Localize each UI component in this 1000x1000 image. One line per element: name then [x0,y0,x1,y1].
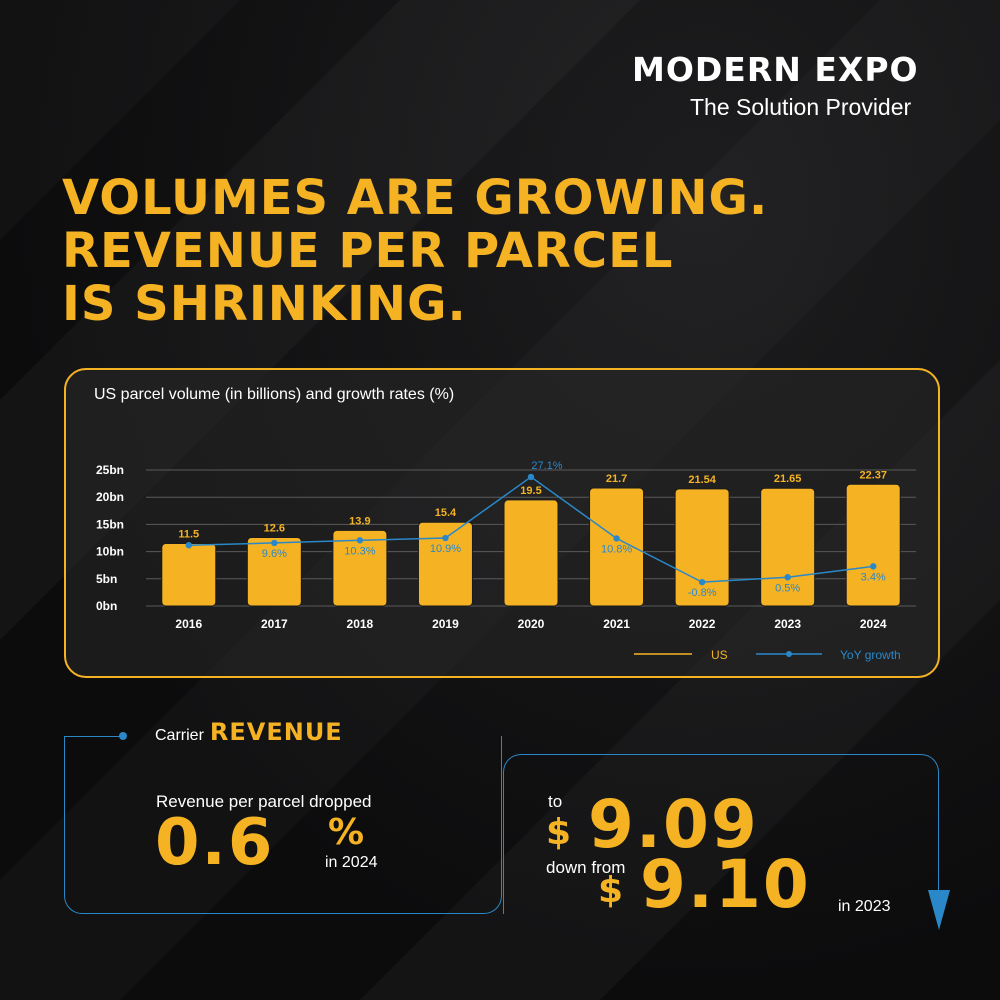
bar [845,483,901,607]
bar-value-label: 12.6 [264,522,285,534]
headline-line-2: REVENUE PER PARCEL [62,223,674,279]
x-tick-label: 2024 [860,617,887,631]
y-tick-label: 20bn [96,490,124,504]
currency-sign-previous: $ [598,870,624,911]
legend-marker-growth [786,651,792,657]
bar-value-label: 19.5 [520,485,541,497]
bar-value-label: 21.7 [606,473,627,485]
y-tick-label: 0bn [96,599,117,613]
y-tick-label: 5bn [96,572,117,586]
to-label: to [548,792,563,811]
percent-sign: % [328,812,365,853]
growth-value-label: 9.6% [262,548,287,560]
x-tick-label: 2018 [347,617,374,631]
bar-value-label: 21.65 [774,473,802,485]
bar-value-label: 22.37 [859,469,887,481]
revenue-label: REVENUE [209,718,343,746]
legend-label-us: US [711,648,728,662]
right-frame [503,754,939,914]
legend-label-growth: YoY growth [840,648,901,662]
bar-value-label: 11.5 [178,528,199,540]
bar-value-label: 15.4 [435,507,457,519]
growth-point [442,534,449,542]
growth-value-label: 10.9% [430,543,461,555]
y-tick-label: 10bn [96,545,124,559]
down-from-label: down from [546,858,626,877]
dropped-label: Revenue per parcel dropped [156,792,372,811]
headline-line-3: IS SHRINKING. [62,276,467,332]
left-frame-top [64,736,122,737]
x-tick-label: 2023 [774,617,801,631]
growth-point [784,574,791,581]
x-tick-label: 2017 [261,617,288,631]
x-tick-label: 2020 [518,617,545,631]
growth-point [356,537,364,544]
left-frame [64,736,502,914]
growth-value-label: 0.5% [775,582,800,594]
bar [503,499,559,607]
currency-sign-current: $ [546,812,572,853]
bar [246,536,302,607]
growth-value-label: 3.4% [861,571,886,583]
growth-value-label: 27.1% [531,460,562,472]
growth-value-label: -0.8% [688,587,717,599]
brand-name: MODERN EXPO [632,50,919,89]
chart: 0bn 5bn 10bn 15bn 20bn 25bn 11.5 2016 12.6 2017 13… [96,460,916,662]
growth-point [698,578,706,586]
y-tick-label: 15bn [96,517,124,531]
growth-point [185,542,192,549]
current-price: 9.09 [588,786,759,863]
brand-tagline: The Solution Provider [690,94,912,120]
growth-point [271,539,278,547]
growth-value-label: 10.3% [344,545,375,557]
chart-panel: US parcel volume (in billions) and growt… [64,368,940,678]
bar-value-label: 13.9 [349,515,370,527]
growth-value-label: 10.8% [601,543,632,555]
headline: VOLUMES ARE GROWING. REVENUE PER PARCEL … [62,172,962,331]
x-tick-label: 2016 [175,617,202,631]
bar [760,487,816,607]
drop-percentage: 0.6 [155,806,275,880]
bar [674,488,730,607]
chart-title: US parcel volume (in billions) and growt… [94,386,455,403]
drop-year: in 2024 [325,854,378,871]
brand-logo: MODERN EXPO [632,50,942,90]
x-tick-label: 2021 [603,617,630,631]
growth-point [527,473,535,481]
growth-point [870,563,877,570]
bar [332,529,388,607]
previous-price: 9.10 [640,846,811,923]
growth-point [613,535,620,542]
y-tick-label: 25bn [96,463,124,477]
carrier-label: Carrier [155,727,204,744]
bar-value-label: 21.54 [688,474,716,486]
bar [161,542,217,607]
bar [417,521,473,607]
x-tick-label: 2019 [432,617,459,631]
previous-year: in 2023 [838,898,891,915]
headline-line-1: VOLUMES ARE GROWING. [62,170,769,226]
bar [589,487,645,607]
arrow-down-icon [928,890,950,930]
carrier-revenue-heading: Carrier REVENUE [155,718,343,746]
frame-dot [119,732,127,740]
x-tick-label: 2022 [689,617,716,631]
